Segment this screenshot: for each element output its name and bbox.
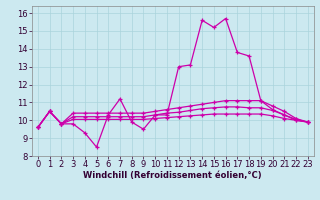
X-axis label: Windchill (Refroidissement éolien,°C): Windchill (Refroidissement éolien,°C) xyxy=(84,171,262,180)
